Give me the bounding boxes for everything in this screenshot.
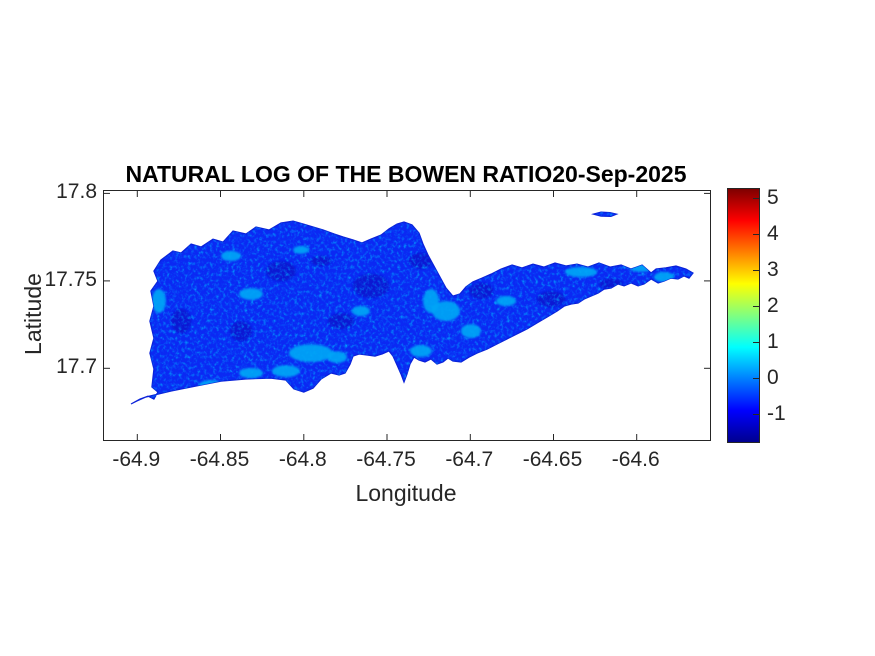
value-patch bbox=[272, 365, 300, 377]
value-patch bbox=[288, 344, 333, 362]
value-patch bbox=[523, 331, 539, 340]
x-axis-label: Longitude bbox=[355, 480, 457, 506]
colorbar-tick-label: -1 bbox=[767, 402, 786, 425]
colorbar bbox=[727, 188, 760, 443]
colorbar-tick-label: 5 bbox=[767, 186, 779, 209]
value-patch bbox=[151, 288, 166, 314]
colorbar-tick-mark bbox=[753, 306, 759, 307]
colorbar-tick-mark bbox=[753, 414, 759, 415]
plot-area bbox=[103, 190, 711, 441]
y-axis-tick-label: 17.75 bbox=[44, 267, 97, 291]
value-patch bbox=[239, 288, 263, 300]
x-axis-tick-label: -64.85 bbox=[189, 448, 250, 471]
value-patch bbox=[565, 266, 597, 278]
x-axis-tick-label: -64.75 bbox=[356, 448, 416, 471]
island-map-svg bbox=[104, 191, 710, 440]
value-patch bbox=[432, 301, 460, 321]
y-axis-tick-label: 17.7 bbox=[56, 355, 97, 379]
value-patch bbox=[654, 271, 675, 283]
colorbar-tick-mark bbox=[753, 270, 759, 271]
colorbar-tick-mark bbox=[753, 342, 759, 343]
colorbar-tick-mark bbox=[753, 198, 759, 199]
value-patch bbox=[351, 305, 370, 317]
island-texture bbox=[131, 212, 693, 404]
value-patch bbox=[410, 345, 432, 357]
value-patch bbox=[239, 367, 263, 379]
x-axis-tick-label: -64.6 bbox=[611, 448, 660, 471]
colorbar-tick-label: 4 bbox=[767, 222, 779, 245]
value-patch bbox=[460, 324, 481, 339]
colorbar-tick-label: 3 bbox=[767, 258, 779, 281]
colorbar-tick-label: 1 bbox=[767, 330, 779, 353]
chart-title: NATURAL LOG OF THE BOWEN RATIO20-Sep-202… bbox=[125, 161, 687, 187]
value-patch bbox=[293, 245, 309, 254]
value-patch bbox=[221, 250, 241, 262]
value-patch bbox=[423, 288, 439, 314]
x-axis-tick-label: -64.8 bbox=[278, 448, 327, 471]
colorbar-tick-label: 0 bbox=[767, 366, 779, 389]
colorbar-tick-mark bbox=[753, 234, 759, 235]
value-patch bbox=[496, 295, 517, 307]
x-axis-tick-label: -64.9 bbox=[112, 448, 161, 471]
value-patch bbox=[327, 351, 348, 363]
x-axis-tick-label: -64.7 bbox=[445, 448, 494, 471]
y-axis-tick-label: 17.8 bbox=[56, 180, 97, 204]
x-axis-tick-label: -64.65 bbox=[522, 448, 583, 471]
colorbar-tick-mark bbox=[753, 378, 759, 379]
colorbar-tick-label: 2 bbox=[767, 294, 779, 317]
